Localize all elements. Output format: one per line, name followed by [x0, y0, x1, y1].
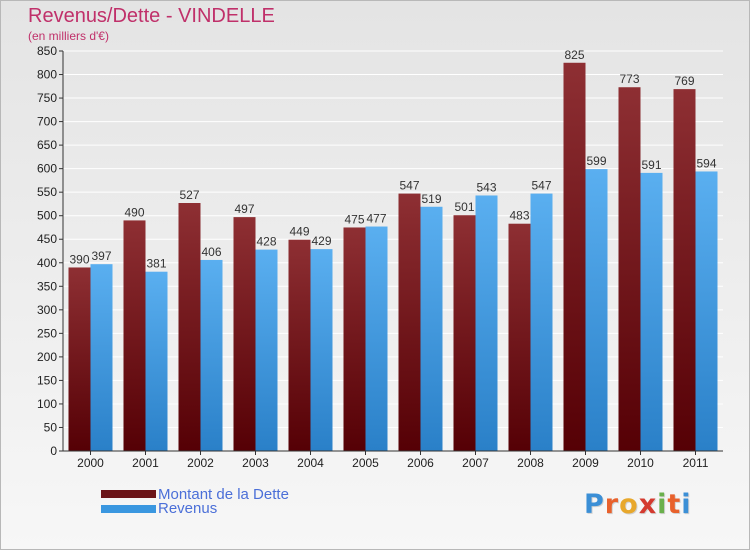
value-label-revenus-2000: 397	[91, 249, 111, 263]
bar-dette-2001	[123, 220, 146, 451]
y-tick-label: 400	[37, 256, 57, 270]
logo-letter: o	[619, 489, 639, 520]
value-label-dette-2005: 475	[344, 212, 364, 226]
value-label-dette-2011: 769	[674, 74, 694, 88]
bar-dette-2000	[68, 267, 91, 451]
value-label-revenus-2004: 429	[311, 234, 331, 248]
bar-revenus-2000	[90, 264, 113, 451]
y-tick-label: 150	[37, 373, 57, 387]
x-tick-label-2006: 2006	[407, 456, 434, 470]
value-label-revenus-2010: 591	[641, 158, 661, 172]
bar-revenus-2009	[585, 169, 608, 451]
value-label-dette-2004: 449	[289, 225, 309, 239]
logo-letter: t	[667, 489, 682, 520]
legend-revenus-label: Revenus	[158, 500, 218, 517]
bar-dette-2007	[453, 215, 476, 451]
bar-dette-2003	[233, 217, 256, 451]
y-tick-label: 750	[37, 91, 57, 105]
bar-revenus-2005	[365, 226, 388, 451]
value-label-revenus-2002: 406	[201, 245, 221, 259]
value-label-dette-2008: 483	[509, 209, 529, 223]
legend-dette-swatch	[101, 490, 156, 498]
value-label-revenus-2003: 428	[256, 235, 276, 249]
legend-dette-label: Montant de la Dette	[158, 486, 289, 503]
bar-revenus-2007	[475, 195, 498, 451]
logo-letter: P	[584, 489, 605, 520]
y-tick-label: 650	[37, 138, 57, 152]
bar-revenus-2001	[145, 271, 168, 451]
x-tick-label-2005: 2005	[352, 456, 379, 470]
y-tick-label: 50	[44, 420, 58, 434]
y-tick-label: 300	[37, 303, 57, 317]
value-label-revenus-2005: 477	[366, 212, 386, 226]
y-tick-label: 0	[50, 444, 57, 458]
axes: 0 50 100 150 200 250 300 350 400 450 500 550 600 650 7…	[37, 44, 723, 470]
x-tick-label-2004: 2004	[297, 456, 324, 470]
value-label-revenus-2001: 381	[146, 257, 166, 271]
grid-lines	[63, 50, 723, 428]
y-tick-label: 200	[37, 350, 57, 364]
x-tick-label-2003: 2003	[242, 456, 269, 470]
value-label-revenus-2006: 519	[421, 192, 441, 206]
value-label-dette-2006: 547	[399, 179, 419, 193]
bar-dette-2011	[673, 89, 696, 451]
bar-revenus-2004	[310, 249, 333, 451]
bar-dette-2009	[563, 62, 586, 451]
value-label-dette-2007: 501	[454, 200, 474, 214]
chart-title: Revenus/Dette - VINDELLE	[28, 5, 275, 27]
y-tick-label: 800	[37, 68, 57, 82]
bar-dette-2006	[398, 193, 421, 451]
y-tick-label: 700	[37, 115, 57, 129]
logo-letter: i	[657, 489, 668, 520]
bar-revenus-2006	[420, 206, 443, 451]
value-label-dette-2000: 390	[69, 252, 89, 266]
x-tick-label-2010: 2010	[627, 456, 654, 470]
bar-dette-2008	[508, 223, 531, 451]
y-tick-label: 100	[37, 397, 57, 411]
y-tick-label: 850	[37, 44, 57, 58]
y-tick-label: 500	[37, 209, 57, 223]
value-label-dette-2001: 490	[124, 205, 144, 219]
x-tick-label-2007: 2007	[462, 456, 489, 470]
value-label-revenus-2009: 599	[586, 154, 606, 168]
y-tick-label: 600	[37, 162, 57, 176]
x-tick-label-2001: 2001	[132, 456, 159, 470]
proxiti-logo: Proxiti	[584, 489, 692, 520]
logo-letter: x	[638, 489, 658, 520]
value-label-dette-2002: 527	[179, 188, 199, 202]
bar-dette-2005	[343, 227, 366, 451]
bar-dette-2004	[288, 239, 311, 451]
bar-revenus-2011	[695, 171, 718, 451]
value-label-dette-2003: 497	[234, 202, 254, 216]
y-tick-label: 350	[37, 279, 57, 293]
bar-revenus-2008	[530, 193, 553, 451]
logo-letter: r	[604, 489, 620, 520]
chart-subtitle: (en milliers d'€)	[28, 29, 109, 43]
y-tick-label: 250	[37, 326, 57, 340]
bar-dette-2010	[618, 87, 641, 451]
bar-revenus-2003	[255, 249, 278, 451]
legend-revenus-swatch	[101, 505, 156, 513]
value-label-revenus-2008: 547	[531, 179, 551, 193]
x-tick-label-2002: 2002	[187, 456, 214, 470]
bar-dette-2002	[178, 203, 201, 451]
bars	[68, 62, 718, 451]
value-label-revenus-2007: 543	[476, 180, 496, 194]
x-tick-label-2011: 2011	[683, 456, 709, 470]
y-tick-label: 450	[37, 232, 57, 246]
bar-revenus-2010	[640, 172, 663, 451]
x-tick-label-2008: 2008	[517, 456, 544, 470]
bar-revenus-2002	[200, 259, 223, 451]
x-tick-label-2000: 2000	[77, 456, 104, 470]
y-tick-label: 550	[37, 185, 57, 199]
logo-letter: i	[681, 489, 692, 520]
value-label-dette-2010: 773	[619, 72, 639, 86]
value-label-revenus-2011: 594	[696, 156, 716, 170]
value-label-dette-2009: 825	[564, 48, 584, 62]
x-tick-label-2009: 2009	[572, 456, 599, 470]
